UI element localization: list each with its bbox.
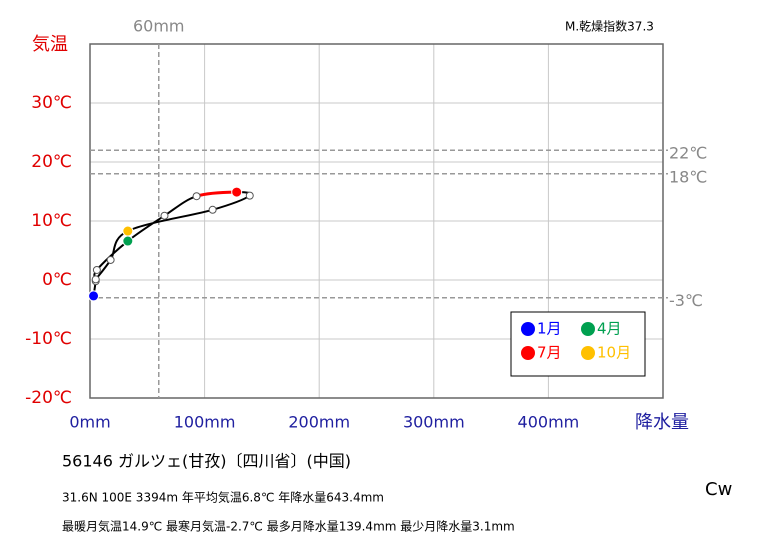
data-point — [231, 186, 243, 198]
data-point — [88, 290, 100, 302]
info-line: 最暖月気温14.9℃ 最寒月気温-2.7℃ 最多月降水量139.4mm 最少月降… — [62, 519, 515, 534]
data-point — [245, 191, 254, 200]
legend-label: 1月 — [537, 320, 562, 338]
data-point — [92, 265, 101, 274]
y-tick-label: 0℃ — [42, 270, 72, 290]
y-tick-label: -20℃ — [25, 388, 72, 408]
legend-marker — [521, 346, 535, 360]
legend-label: 4月 — [597, 320, 622, 338]
info-line: 31.6N 100E 3394m 年平均気温6.8℃ 年降水量643.4mm — [62, 490, 384, 505]
x-tick-label: 0mm — [69, 413, 110, 432]
y-tick-label: 20℃ — [31, 152, 72, 172]
legend-label: 7月 — [537, 344, 562, 362]
legend-marker — [581, 346, 595, 360]
y-tick-label: -10℃ — [25, 329, 72, 349]
data-point — [208, 205, 217, 214]
data-point — [122, 235, 134, 247]
x-axis-label: 降水量 — [635, 412, 689, 433]
x-tick-label: 400mm — [518, 413, 580, 432]
reference-label: 22℃ — [669, 144, 707, 163]
climate-type: Cw — [705, 479, 732, 500]
y-tick-label: 30℃ — [31, 93, 72, 113]
data-point — [160, 211, 169, 220]
data-point — [106, 255, 115, 264]
legend-marker — [521, 322, 535, 336]
reference-label: 60mm — [133, 17, 185, 36]
station: 56146 ガルツェ(甘孜)〔四川省〕(中国) — [62, 452, 351, 471]
legend-box — [510, 311, 646, 377]
data-point — [192, 192, 201, 201]
x-tick-label: 300mm — [403, 413, 465, 432]
data-point — [122, 225, 134, 237]
plot-border — [89, 43, 664, 399]
reference-label: 18℃ — [669, 167, 707, 186]
x-tick-label: 200mm — [288, 413, 350, 432]
legend-label: 10月 — [597, 344, 631, 362]
index-label: M.乾燥指数37.3 — [565, 19, 654, 34]
y-axis-label: 気温 — [32, 34, 68, 55]
data-point — [91, 275, 100, 284]
y-tick-label: 10℃ — [31, 211, 72, 231]
x-tick-label: 100mm — [174, 413, 236, 432]
legend-marker — [581, 322, 595, 336]
reference-label: -3℃ — [669, 291, 703, 310]
